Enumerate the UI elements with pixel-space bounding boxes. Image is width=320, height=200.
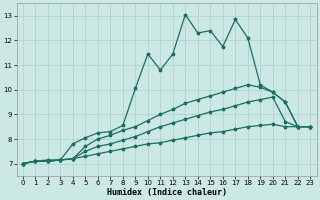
X-axis label: Humidex (Indice chaleur): Humidex (Indice chaleur): [107, 188, 227, 197]
